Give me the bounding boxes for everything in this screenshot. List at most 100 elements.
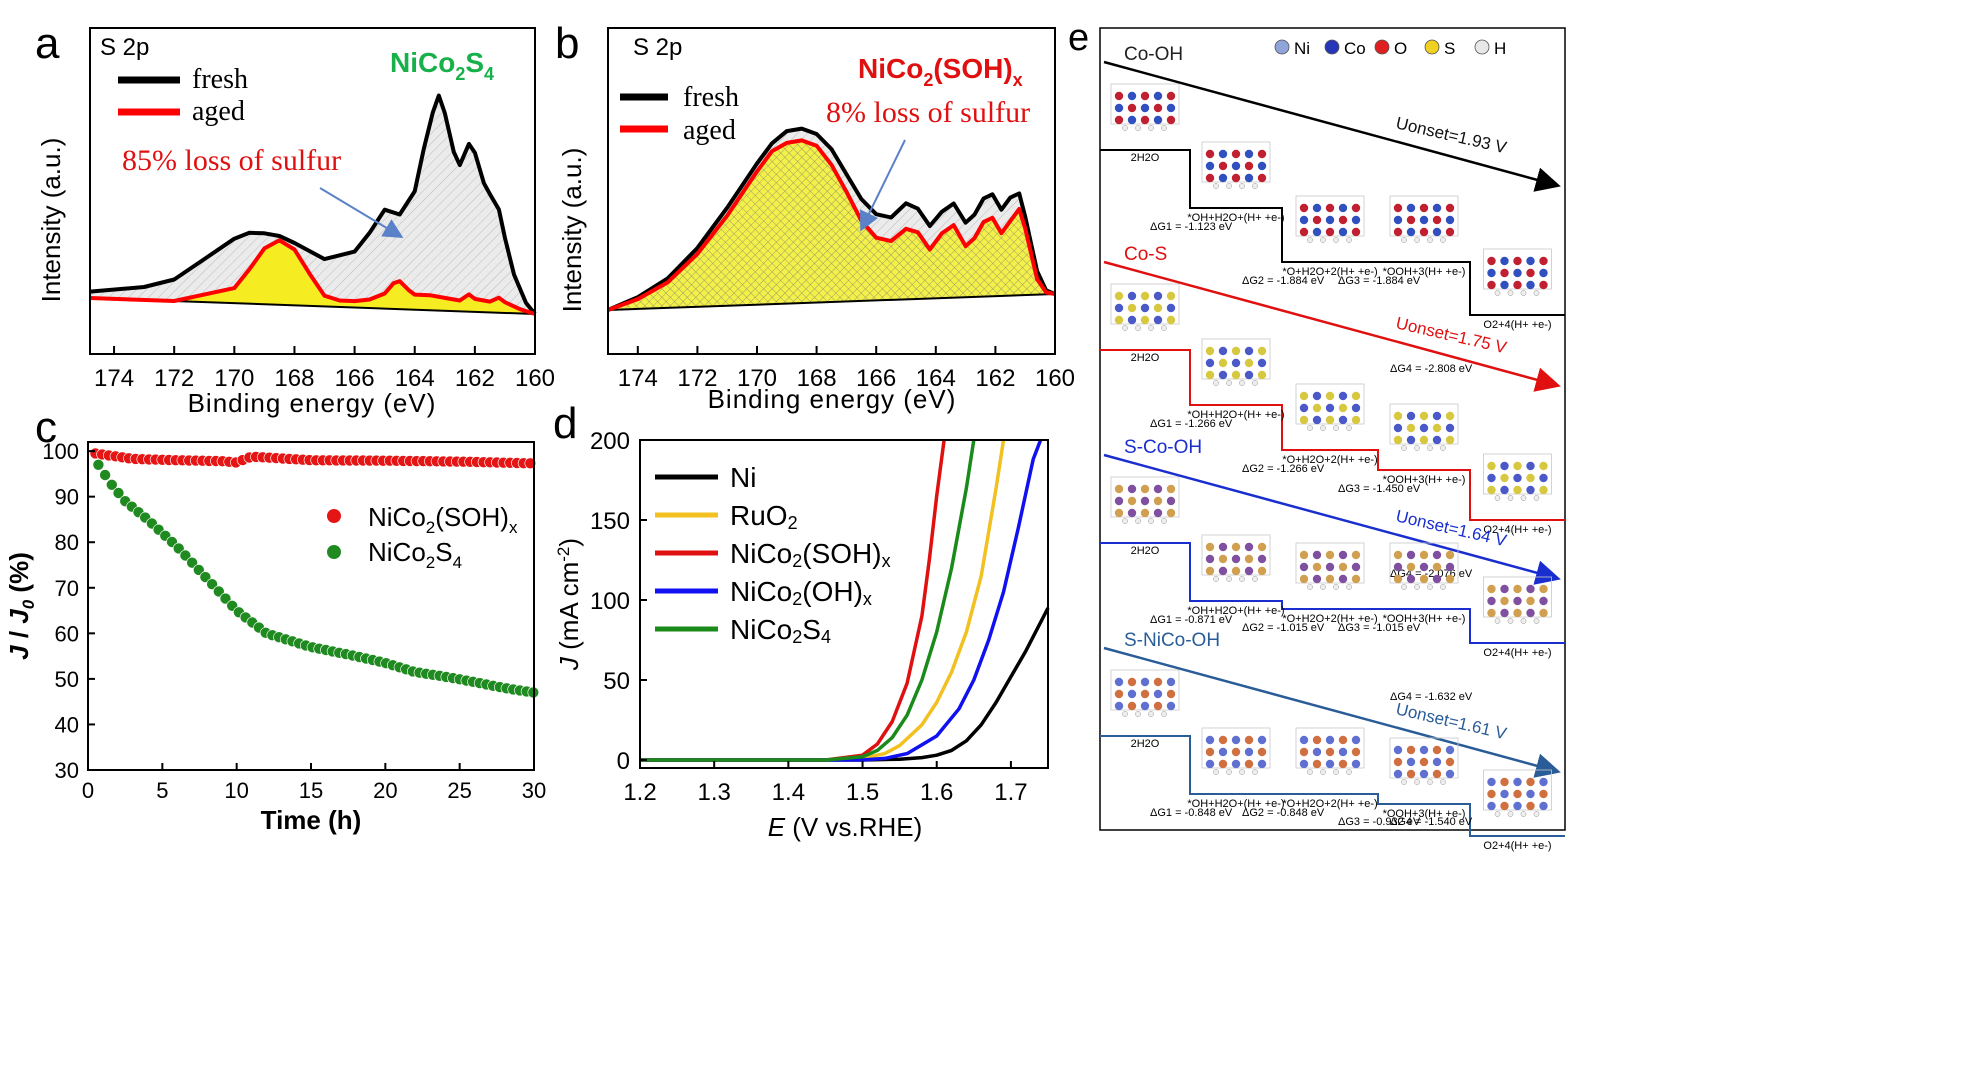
atom — [1406, 203, 1416, 213]
atom — [1299, 735, 1309, 745]
y-tick-label: 60 — [55, 621, 79, 646]
atom — [1205, 542, 1215, 552]
atom — [1351, 747, 1361, 757]
atom — [1312, 215, 1322, 225]
legend-label-part: 2 — [792, 551, 802, 571]
h-atom — [1213, 183, 1219, 189]
onset-arrow — [1103, 646, 1561, 778]
atom — [1153, 115, 1163, 125]
legend-label-aged-b: aged — [683, 115, 736, 146]
atom — [1445, 435, 1455, 445]
h-atom — [1122, 325, 1128, 331]
atom — [1166, 315, 1176, 325]
atom — [1325, 735, 1335, 745]
atom — [1312, 759, 1322, 769]
atom — [1325, 562, 1335, 572]
delta-g-label: ΔG2 = -1.884 eV — [1242, 275, 1325, 287]
atom — [1526, 596, 1535, 606]
legend-label-part: NiCo — [730, 614, 792, 645]
legend-label-part: 2 — [792, 627, 802, 647]
atom — [1218, 566, 1228, 576]
atom — [1205, 554, 1215, 564]
crystal-structure-image — [1110, 476, 1180, 524]
x-tick-label: 174 — [94, 365, 134, 392]
x-tick-label: 170 — [214, 365, 254, 392]
h-atom — [1346, 237, 1352, 243]
h-atom — [1307, 237, 1313, 243]
atom — [1526, 801, 1535, 811]
atom — [1419, 227, 1429, 237]
atom — [1166, 689, 1176, 699]
x-axis-label-c: Time (h) — [261, 805, 362, 835]
atom — [1299, 550, 1309, 560]
atom — [1312, 747, 1322, 757]
h-atom — [1494, 495, 1501, 501]
panel-e-frame — [1099, 27, 1566, 831]
panel-letter-e: e — [1068, 17, 1089, 59]
delta-g-label: ΔG3 = -0.932 eV — [1338, 816, 1421, 828]
h-atom — [1333, 769, 1339, 775]
atom — [1406, 215, 1416, 225]
data-point — [112, 487, 125, 499]
atom — [1114, 496, 1124, 506]
h-atom — [1252, 380, 1258, 386]
atom — [1127, 677, 1137, 687]
atom — [1312, 203, 1322, 213]
h-atom — [1507, 618, 1514, 624]
atom — [1127, 701, 1137, 711]
h-atom — [1440, 445, 1446, 451]
legend-marker-soh-c — [327, 509, 341, 523]
atom-legend-label: Co — [1344, 39, 1366, 58]
material-label-b: NiCo2(SOH)x — [858, 53, 1023, 90]
atom — [1166, 303, 1176, 313]
delta-g-label: ΔG2 = -1.266 eV — [1242, 463, 1325, 475]
atom — [1312, 574, 1322, 584]
h-atom — [1320, 584, 1326, 590]
atom — [1351, 415, 1361, 425]
atom — [1205, 747, 1215, 757]
state-label: O2+4(H+ +e-) — [1483, 647, 1551, 659]
atom — [1244, 370, 1254, 380]
h-atom — [1507, 495, 1514, 501]
atom — [1487, 801, 1496, 811]
atom — [1257, 173, 1267, 183]
atom — [1114, 103, 1124, 113]
atom — [1432, 423, 1442, 433]
delta-g-label: ΔG4 = -2.076 eV — [1390, 568, 1473, 580]
annotation-arrow-b — [860, 139, 906, 232]
atom — [1299, 391, 1309, 401]
x-tick-label: 15 — [299, 778, 323, 803]
atom — [1419, 203, 1429, 213]
atom — [1526, 280, 1535, 290]
y-tick-label: 80 — [55, 530, 79, 555]
atom — [1231, 149, 1241, 159]
crystal-structure-image — [1295, 542, 1365, 590]
x-tick-label: 1.3 — [697, 779, 730, 806]
crystal-structure-image — [1201, 727, 1271, 775]
h-atom — [1333, 425, 1339, 431]
atom — [1338, 550, 1348, 560]
crystal-structure-image — [1295, 727, 1365, 775]
legend-label-part: NiCo — [730, 576, 792, 607]
atom — [1153, 291, 1163, 301]
panel-letter-d: d — [553, 399, 577, 448]
h-atom — [1533, 495, 1540, 501]
atom — [1127, 291, 1137, 301]
legend-label-part: S — [802, 614, 821, 645]
spectrum-tag-a: S 2p — [100, 34, 149, 61]
atom — [1218, 346, 1228, 356]
atom — [1127, 303, 1137, 313]
h-atom — [1346, 425, 1352, 431]
atom — [1205, 735, 1215, 745]
atom — [1393, 757, 1403, 767]
atom — [1432, 562, 1442, 572]
atom — [1257, 747, 1267, 757]
atom — [1419, 423, 1429, 433]
atom — [1166, 115, 1176, 125]
x-tick-label: 164 — [916, 365, 956, 392]
h-atom — [1307, 584, 1313, 590]
atom — [1299, 415, 1309, 425]
h-atom — [1161, 325, 1167, 331]
x-tick-label: 0 — [82, 778, 94, 803]
x-tick-label: 1.2 — [623, 779, 656, 806]
